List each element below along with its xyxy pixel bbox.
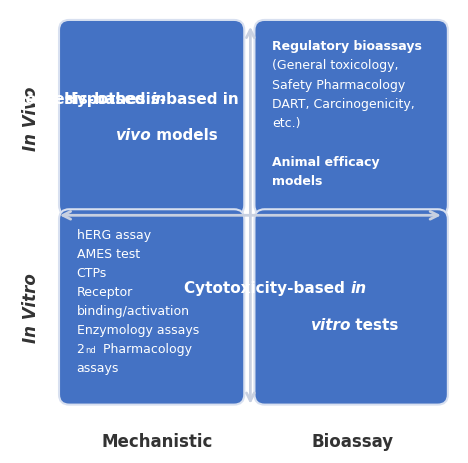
Text: nd: nd: [86, 346, 96, 355]
Text: DART, Carcinogenicity,: DART, Carcinogenicity,: [272, 98, 415, 111]
Text: hERG assay: hERG assay: [77, 229, 151, 243]
Text: in: in: [151, 92, 167, 107]
Text: assays: assays: [77, 362, 119, 375]
Text: Safety Pharmacology: Safety Pharmacology: [272, 79, 405, 92]
Text: models: models: [151, 128, 218, 143]
FancyBboxPatch shape: [255, 209, 448, 405]
Text: binding/activation: binding/activation: [77, 305, 190, 318]
Text: CTPs: CTPs: [77, 267, 107, 280]
Text: in: in: [351, 282, 366, 296]
Text: Cytotoxicity-based: Cytotoxicity-based: [184, 282, 351, 296]
Text: Regulatory bioassays: Regulatory bioassays: [272, 40, 422, 53]
Text: Mechanistic: Mechanistic: [101, 433, 212, 451]
Text: Bioassay: Bioassay: [311, 433, 393, 451]
Text: AMES test: AMES test: [77, 248, 139, 261]
Text: In Vitro: In Vitro: [22, 273, 39, 343]
FancyBboxPatch shape: [59, 20, 244, 215]
Text: Pharmacology: Pharmacology: [99, 343, 192, 356]
Text: 2: 2: [77, 343, 84, 356]
Text: Hypothesis-based in: Hypothesis-based in: [64, 92, 239, 107]
Text: vitro: vitro: [310, 318, 351, 332]
Text: Receptor: Receptor: [77, 286, 133, 299]
Text: models: models: [272, 175, 322, 188]
Text: (General toxicology,: (General toxicology,: [272, 59, 398, 72]
FancyBboxPatch shape: [255, 20, 448, 215]
Text: In Vivo: In Vivo: [22, 87, 39, 151]
Text: Animal efficacy: Animal efficacy: [272, 156, 380, 169]
Text: tests: tests: [351, 318, 399, 332]
Text: Hypothesis-based: Hypothesis-based: [0, 92, 151, 107]
Text: vivo: vivo: [115, 128, 151, 143]
FancyBboxPatch shape: [59, 209, 244, 405]
Text: Enzymology assays: Enzymology assays: [77, 324, 199, 337]
Text: etc.): etc.): [272, 118, 300, 131]
